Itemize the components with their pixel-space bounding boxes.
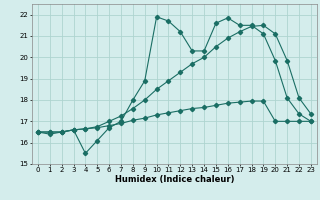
X-axis label: Humidex (Indice chaleur): Humidex (Indice chaleur) [115,175,234,184]
